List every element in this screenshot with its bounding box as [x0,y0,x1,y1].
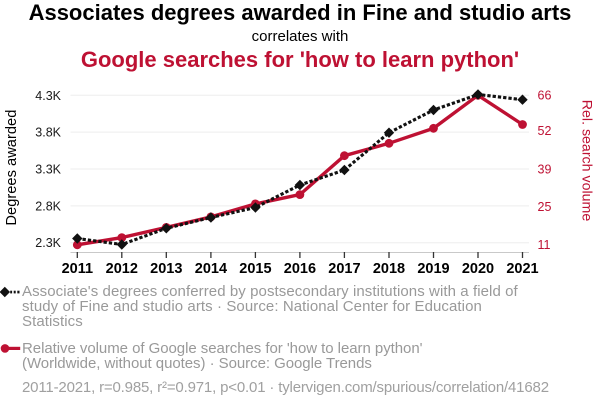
svg-text:2019: 2019 [417,261,449,277]
svg-text:2015: 2015 [239,261,271,277]
svg-text:3.8K: 3.8K [35,126,61,140]
svg-text:Rel. search volume: Rel. search volume [579,100,595,222]
svg-text:4.3K: 4.3K [35,89,61,103]
svg-text:25: 25 [538,200,552,214]
svg-text:52: 52 [538,124,552,138]
svg-text:2021: 2021 [506,261,538,277]
svg-text:39: 39 [538,162,552,176]
svg-text:3.3K: 3.3K [35,163,61,177]
svg-text:66: 66 [538,89,552,103]
svg-text:2020: 2020 [462,261,494,277]
svg-text:2018: 2018 [373,261,405,277]
svg-text:2.8K: 2.8K [35,199,61,213]
svg-text:2011: 2011 [62,261,93,277]
svg-text:2012: 2012 [106,261,138,277]
svg-text:11: 11 [538,238,551,252]
svg-text:Degrees awarded: Degrees awarded [4,110,20,226]
svg-text:2014: 2014 [195,261,227,277]
svg-text:2017: 2017 [328,261,360,277]
svg-text:2016: 2016 [284,261,316,277]
svg-text:2.3K: 2.3K [35,236,61,250]
svg-text:2013: 2013 [150,261,182,277]
